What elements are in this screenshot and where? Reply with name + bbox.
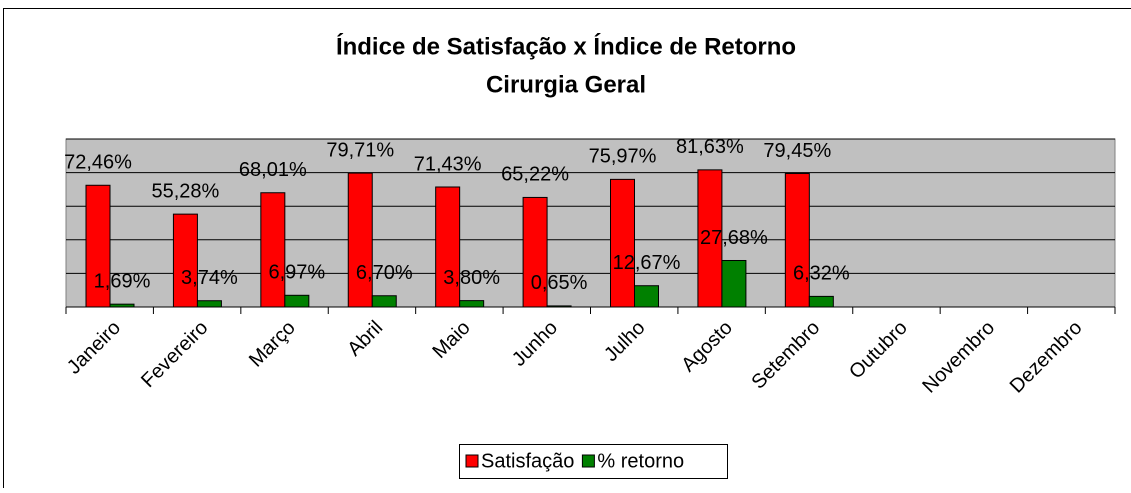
legend-label: % retorno [597, 450, 684, 472]
legend-swatch [466, 455, 478, 467]
chart-subtitle: Cirurgia Geral [486, 71, 646, 98]
bar [348, 173, 372, 307]
data-label: 79,71% [326, 139, 394, 161]
data-label: 65,22% [501, 164, 569, 186]
legend-label: Satisfação [481, 450, 574, 472]
bar [173, 214, 197, 307]
data-label: 3,74% [181, 267, 238, 289]
data-label: 72,46% [64, 152, 132, 174]
data-label: 71,43% [414, 153, 482, 175]
data-label: 68,01% [239, 159, 307, 181]
bar [436, 187, 460, 307]
data-label: 1,69% [94, 270, 151, 292]
bar [611, 179, 635, 307]
data-label: 3,80% [443, 267, 500, 289]
data-label: 12,67% [613, 252, 681, 274]
bar [110, 304, 134, 307]
data-label: 27,68% [700, 227, 768, 249]
bar [460, 301, 484, 307]
bar [285, 295, 309, 307]
data-label: 6,70% [356, 262, 413, 284]
data-label: 81,63% [676, 136, 744, 158]
data-label: 6,32% [793, 263, 850, 285]
bar [197, 301, 221, 307]
bar [261, 193, 285, 307]
bar [635, 286, 659, 307]
bar [785, 174, 809, 307]
bar [722, 260, 746, 307]
data-label: 55,28% [151, 180, 219, 202]
data-label: 79,45% [763, 140, 831, 162]
chart-title: Índice de Satisfação x Índice de Retorno [336, 32, 796, 60]
bar [809, 296, 833, 307]
legend-swatch [582, 455, 594, 467]
bar [372, 296, 396, 307]
data-label: 75,97% [589, 146, 657, 168]
bar [547, 306, 571, 307]
data-label: 6,97% [268, 262, 325, 284]
data-label: 0,65% [531, 272, 588, 294]
